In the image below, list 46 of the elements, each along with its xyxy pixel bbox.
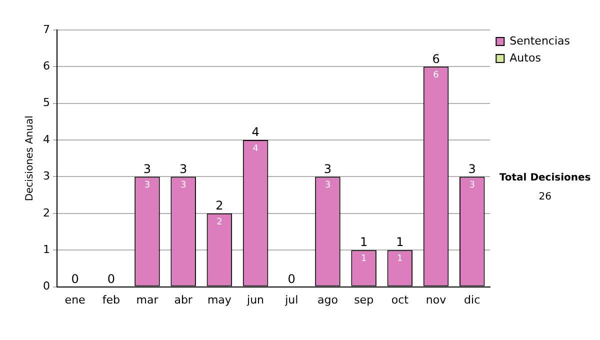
y-tick-label: 2: [43, 206, 50, 220]
x-tick-label: feb: [102, 293, 120, 306]
data-label: 4: [252, 144, 259, 154]
total-label: 3: [468, 162, 476, 176]
y-tick-label: 6: [43, 60, 50, 73]
data-label: 1: [397, 254, 403, 264]
total-label: 3: [324, 162, 332, 176]
data-label: 3: [144, 180, 150, 191]
x-tick-label: ago: [317, 293, 338, 306]
y-tick-label: 5: [43, 96, 50, 110]
total-label: 2: [216, 198, 224, 213]
total-label: 6: [432, 52, 440, 66]
data-label: 2: [216, 217, 222, 228]
total-label: 0: [71, 272, 79, 286]
legend-label: Autos: [510, 51, 542, 64]
x-tick-label: may: [207, 293, 232, 306]
x-tick-label: mar: [136, 293, 159, 306]
data-label: 3: [180, 180, 186, 191]
total-label: 3: [143, 162, 152, 176]
total-label: 3: [180, 162, 188, 176]
x-tick-label: oct: [391, 293, 410, 306]
x-tick-label: nov: [426, 293, 447, 306]
total-label: 0: [288, 272, 296, 286]
data-label: 1: [360, 254, 367, 264]
x-tick-label: jun: [246, 293, 264, 306]
y-tick-label: 7: [43, 22, 50, 36]
total-label: 4: [252, 125, 260, 140]
x-tick-label: ene: [64, 293, 86, 306]
y-tick-label: 0: [43, 280, 50, 293]
y-tick-label: 4: [43, 132, 50, 146]
total-label: 0: [107, 272, 115, 286]
legend-label: Sentencias: [510, 34, 570, 48]
data-label: 6: [433, 70, 440, 81]
x-tick-label: dic: [464, 293, 480, 306]
text: 26: [538, 192, 552, 203]
y-tick-label: 3: [43, 170, 50, 183]
total-label: 1: [360, 235, 368, 250]
text: Total Decisiones: [499, 172, 591, 184]
y-axis-title: Decisiones Anual: [24, 116, 36, 202]
x-tick-label: jul: [284, 293, 298, 306]
data-label: 3: [469, 180, 475, 191]
data-label: 3: [324, 180, 331, 191]
total-label: 1: [396, 235, 404, 250]
x-tick-label: sep: [354, 293, 374, 306]
y-tick-label: 1: [43, 242, 50, 256]
x-tick-label: abr: [174, 293, 193, 306]
